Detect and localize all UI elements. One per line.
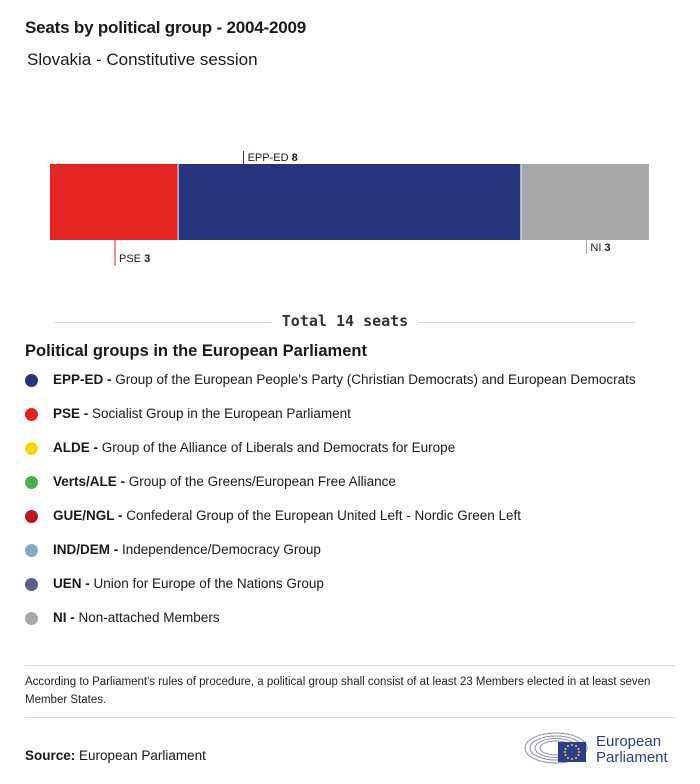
legend-desc: Non-attached Members: [78, 610, 220, 625]
bar-value-label: EPP-ED 8: [248, 152, 298, 164]
legend-dot-icon: [25, 544, 38, 557]
legend-label: UEN - Union for Europe of the Nations Gr…: [53, 574, 324, 594]
bar-label: NI 3: [585, 240, 611, 254]
legend-dot-icon: [25, 408, 38, 421]
legend-dot-icon: [25, 612, 38, 625]
legend-dot-icon: [25, 374, 38, 387]
legend-label: ALDE - Group of the Alliance of Liberals…: [53, 438, 455, 458]
total-count: 14: [335, 312, 355, 330]
legend-label: NI - Non-attached Members: [53, 608, 220, 628]
bar-label: EPP-ED 8: [243, 151, 298, 164]
stacked-seat-bar-chart: PSE 3 EPP-ED 8 NI 3: [50, 151, 649, 266]
chart-title: Seats by political group - 2004-2009: [25, 18, 306, 37]
logo-line1: European: [596, 733, 662, 750]
legend-label: IND/DEM - Independence/Democracy Group: [53, 540, 321, 560]
legend-desc: Independence/Democracy Group: [122, 542, 321, 557]
legend-label: Verts/ALE - Group of the Greens/European…: [53, 472, 396, 492]
bar-value-label: PSE 3: [119, 253, 150, 265]
legend-dot-icon: [25, 578, 38, 591]
divider-bottom: [25, 717, 675, 718]
legend-abbr: EPP-ED -: [53, 372, 116, 387]
legend-desc: Confederal Group of the European United …: [126, 508, 521, 523]
legend-abbr: PSE -: [53, 406, 93, 421]
legend-abbr: UEN -: [53, 576, 94, 591]
source: Source: European Parliament: [25, 748, 206, 763]
legend-abbr: Verts/ALE -: [53, 474, 129, 489]
bar-segment-pse: [50, 164, 178, 240]
source-text: European Parliament: [79, 748, 206, 763]
legend-label: EPP-ED - Group of the European People's …: [53, 370, 636, 390]
footnote: According to Parliament's rules of proce…: [25, 676, 651, 706]
legend-abbr: NI -: [53, 610, 79, 625]
total-suffix: seats: [363, 312, 409, 330]
legend-title: Political groups in the European Parliam…: [25, 342, 367, 360]
legend-dot-icon: [25, 476, 38, 489]
parliament-emblem-icon: [524, 732, 588, 764]
divider-top: [25, 665, 675, 666]
legend-label: PSE - Socialist Group in the European Pa…: [53, 404, 351, 424]
bar-value-label: NI 3: [590, 242, 610, 254]
legend-desc: Group of the Alliance of Liberals and De…: [101, 440, 456, 455]
logo-text: European Parliament: [596, 734, 668, 766]
bar-segment-epp-ed: [178, 164, 521, 240]
total-prefix: Total: [281, 312, 327, 330]
legend-abbr: IND/DEM -: [53, 542, 122, 557]
legend-desc: Union for Europe of the Nations Group: [93, 576, 324, 591]
total-seats-label: Total 14 seats: [271, 312, 419, 330]
legend-abbr: ALDE -: [53, 440, 102, 455]
bar-label: PSE 3: [114, 240, 150, 266]
source-label: Source:: [25, 748, 76, 763]
legend-desc: Group of the Greens/European Free Allian…: [128, 474, 396, 489]
european-parliament-logo: European Parliament: [524, 728, 679, 770]
legend-label: GUE/NGL - Confederal Group of the Europe…: [53, 506, 521, 526]
legend-desc: Group of the European People's Party (Ch…: [115, 372, 636, 387]
legend-abbr: GUE/NGL -: [53, 508, 127, 523]
legend-desc: Socialist Group in the European Parliame…: [92, 406, 351, 421]
total-seats: Total 14 seats: [55, 312, 635, 332]
bar-segment-ni: [521, 164, 649, 240]
legend-dot-icon: [25, 442, 38, 455]
legend-dot-icon: [25, 510, 38, 523]
chart-subtitle: Slovakia - Constitutive session: [27, 50, 258, 69]
logo-line2: Parliament: [596, 749, 668, 766]
